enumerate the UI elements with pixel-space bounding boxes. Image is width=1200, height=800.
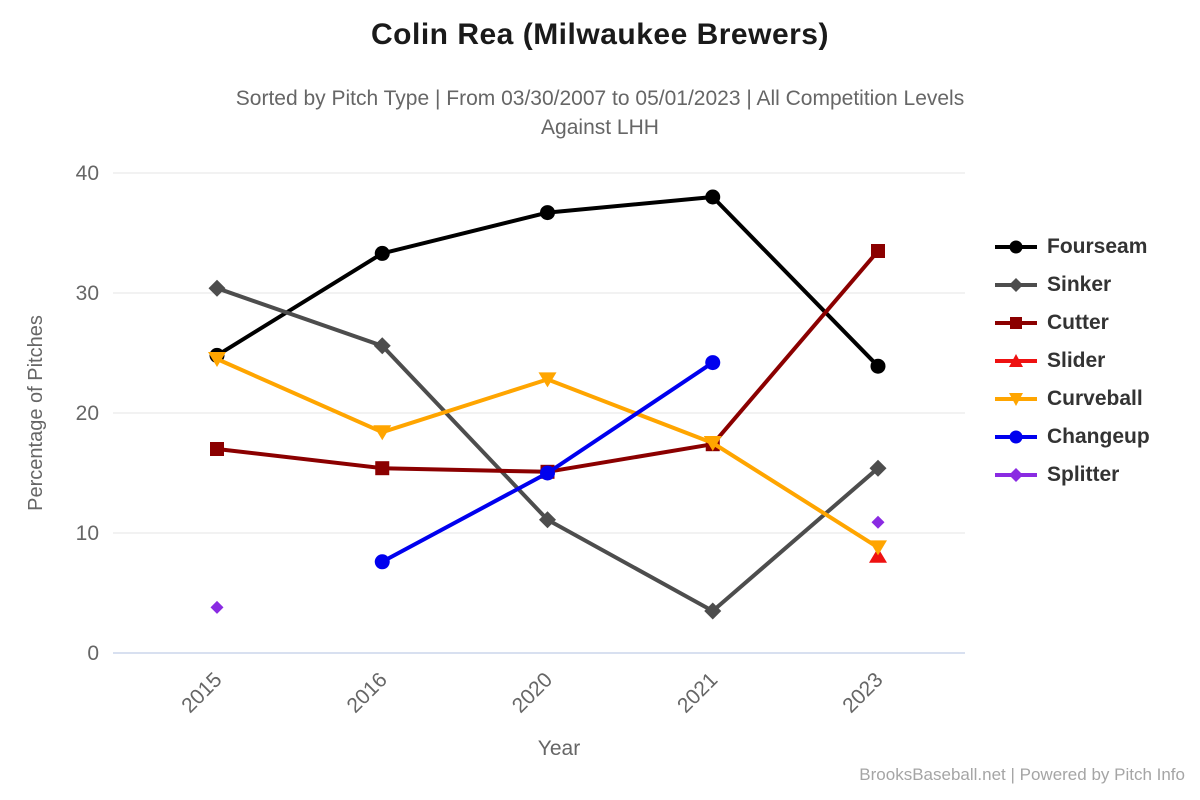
data-point-sinker-2020[interactable] (539, 511, 556, 529)
data-point-fourseam-2020[interactable] (540, 205, 555, 221)
data-point-splitter-2015[interactable] (210, 600, 224, 614)
series-line-changeup (380, 360, 715, 564)
legend: Fourseam Sinker Cutter Slider Curveball Chang… (993, 232, 1150, 489)
legend-item-slider[interactable]: Slider (993, 346, 1150, 375)
data-point-sinker-2015[interactable] (208, 279, 226, 297)
data-point-fourseam-2016[interactable] (374, 245, 390, 261)
legend-label: Changeup (1047, 424, 1150, 448)
legend-label: Cutter (1047, 310, 1109, 334)
data-point-cutter-2015[interactable] (210, 442, 224, 456)
legend-label: Slider (1047, 348, 1106, 372)
legend-marker-diamond-icon (995, 277, 1037, 292)
legend-marker-square-icon (995, 316, 1037, 329)
legend-item-changeup[interactable]: Changeup (993, 422, 1150, 451)
data-point-cutter-2016[interactable] (375, 461, 390, 476)
chart-subtitle-line2: Against LHH (541, 116, 659, 139)
y-tick-label: 10 (76, 522, 99, 545)
legend-marker-triangle-up-icon (995, 353, 1037, 367)
legend-label: Splitter (1047, 462, 1120, 486)
legend-item-sinker[interactable]: Sinker (993, 270, 1150, 299)
legend-marker-circle-icon (995, 430, 1037, 443)
data-point-sinker-2021[interactable] (704, 602, 722, 620)
legend-item-fourseam[interactable]: Fourseam (993, 232, 1150, 261)
legend-marker-diamond-icon (995, 467, 1037, 482)
legend-label: Sinker (1047, 272, 1112, 296)
data-point-curveball-2016[interactable] (373, 425, 392, 441)
legend-item-cutter[interactable]: Cutter (993, 308, 1150, 337)
legend-label: Fourseam (1047, 234, 1148, 258)
x-axis-title: Year (538, 737, 580, 760)
legend-marker-circle-icon (995, 240, 1037, 253)
footer-credit: BrooksBaseball.net | Powered by Pitch In… (859, 765, 1185, 784)
series-line-cutter (215, 249, 880, 474)
x-tick-label: 2021 (673, 668, 722, 717)
data-point-sinker-2016[interactable] (373, 337, 391, 355)
data-point-curveball-2021[interactable] (703, 436, 722, 451)
data-point-fourseam-2021[interactable] (705, 189, 721, 205)
chart-subtitle: Sorted by Pitch Type | From 03/30/2007 t… (0, 84, 1200, 142)
data-point-curveball-2020[interactable] (538, 372, 557, 388)
legend-item-curveball[interactable]: Curveball (993, 384, 1150, 413)
data-point-splitter-2023[interactable] (871, 515, 885, 529)
data-point-sinker-2023[interactable] (869, 459, 887, 477)
data-point-fourseam-2023[interactable] (870, 358, 886, 374)
series-line-sinker (215, 286, 880, 613)
data-point-curveball-2023[interactable] (869, 540, 887, 556)
data-point-cutter-2023[interactable] (871, 244, 885, 258)
data-point-changeup-2016[interactable] (374, 554, 390, 570)
y-tick-label: 30 (76, 282, 99, 305)
y-tick-label: 40 (76, 162, 99, 185)
series-line-fourseam (215, 195, 880, 369)
chart-subtitle-line1: Sorted by Pitch Type | From 03/30/2007 t… (235, 87, 965, 110)
x-tick-label: 2020 (508, 668, 557, 717)
x-tick-label: 2023 (838, 668, 887, 717)
x-tick-label: 2016 (342, 668, 391, 717)
y-tick-label: 0 (87, 642, 99, 665)
legend-marker-triangle-down-icon (995, 392, 1037, 406)
legend-item-splitter[interactable]: Splitter (993, 460, 1150, 489)
data-point-changeup-2021[interactable] (705, 355, 721, 371)
y-axis-title: Percentage of Pitches (25, 315, 47, 511)
data-point-curveball-2015[interactable] (208, 352, 226, 367)
data-point-changeup-2020[interactable] (540, 465, 555, 481)
x-tick-label: 2015 (177, 668, 226, 717)
legend-label: Curveball (1047, 386, 1143, 410)
chart-title: Colin Rea (Milwaukee Brewers) (371, 18, 829, 51)
y-tick-label: 20 (76, 402, 99, 425)
